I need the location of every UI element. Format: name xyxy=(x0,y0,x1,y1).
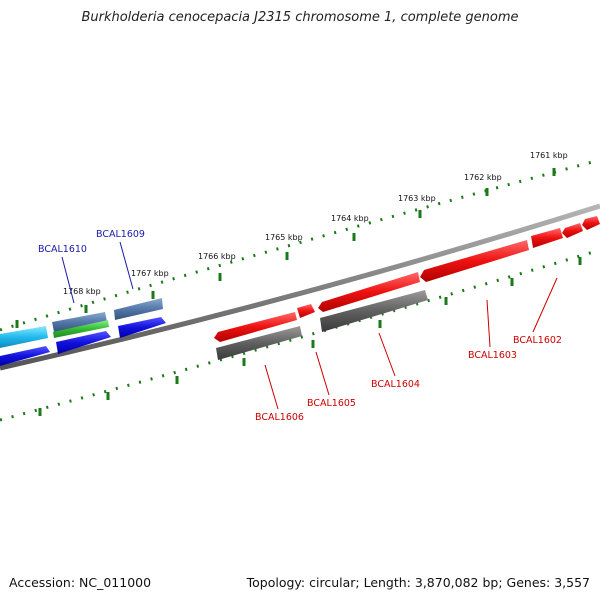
gene-gray-1[interactable] xyxy=(216,326,302,360)
gene-blue-1[interactable] xyxy=(0,346,50,366)
gene-bcal1605[interactable] xyxy=(297,304,315,318)
gene-label-bcal1604[interactable]: BCAL1604 xyxy=(371,379,420,390)
forward-features-red xyxy=(214,216,600,342)
gene-bcal1604[interactable] xyxy=(318,272,420,312)
gene-label-bcal1603[interactable]: BCAL1603 xyxy=(468,350,517,361)
genome-summary-text: Topology: circular; Length: 3,870,082 bp… xyxy=(246,575,590,590)
gene-cyan[interactable] xyxy=(0,326,48,348)
ruler-label-1763: 1763 kbp xyxy=(398,194,436,203)
gene-red-extra-1[interactable] xyxy=(562,223,583,238)
ruler-label-1765: 1765 kbp xyxy=(265,233,303,242)
red-label-leaders xyxy=(264,277,558,410)
gene-steel-1[interactable] xyxy=(52,312,107,332)
gene-blue-3[interactable] xyxy=(118,317,166,338)
ruler-label-1768: 1768 kbp xyxy=(63,287,101,296)
ruler-major-ticks xyxy=(15,168,582,416)
outer-ruler-line xyxy=(0,158,600,332)
gene-label-bcal1610[interactable]: BCAL1610 xyxy=(38,244,87,255)
gene-bcal1606[interactable] xyxy=(214,312,297,342)
gene-green[interactable] xyxy=(53,320,109,338)
left-features xyxy=(0,298,166,366)
blue-label-leaders xyxy=(61,241,134,304)
chromosome-backbone xyxy=(0,203,600,371)
gene-blue-2[interactable] xyxy=(56,331,111,354)
accession-text: Accession: NC_011000 xyxy=(9,575,152,590)
gene-label-bcal1605[interactable]: BCAL1605 xyxy=(307,398,356,409)
ruler-label-1767: 1767 kbp xyxy=(131,269,169,278)
ruler-label-1761: 1761 kbp xyxy=(530,151,568,160)
ruler-label-1764: 1764 kbp xyxy=(331,214,369,223)
gene-gray-2[interactable] xyxy=(320,290,428,332)
gene-steel-2[interactable] xyxy=(114,298,163,320)
gene-label-bcal1602[interactable]: BCAL1602 xyxy=(513,335,562,346)
ruler-label-1762: 1762 kbp xyxy=(464,173,502,182)
map-title: Burkholderia cenocepacia J2315 chromosom… xyxy=(81,10,519,25)
gene-red-extra-2[interactable] xyxy=(582,216,600,230)
gene-label-bcal1609[interactable]: BCAL1609 xyxy=(96,229,145,240)
ruler-label-1766: 1766 kbp xyxy=(198,252,236,261)
gene-bcal1602[interactable] xyxy=(531,228,563,248)
gene-bcal1603[interactable] xyxy=(420,240,529,282)
reverse-features-gray xyxy=(216,290,428,360)
gene-label-bcal1606[interactable]: BCAL1606 xyxy=(255,412,304,423)
